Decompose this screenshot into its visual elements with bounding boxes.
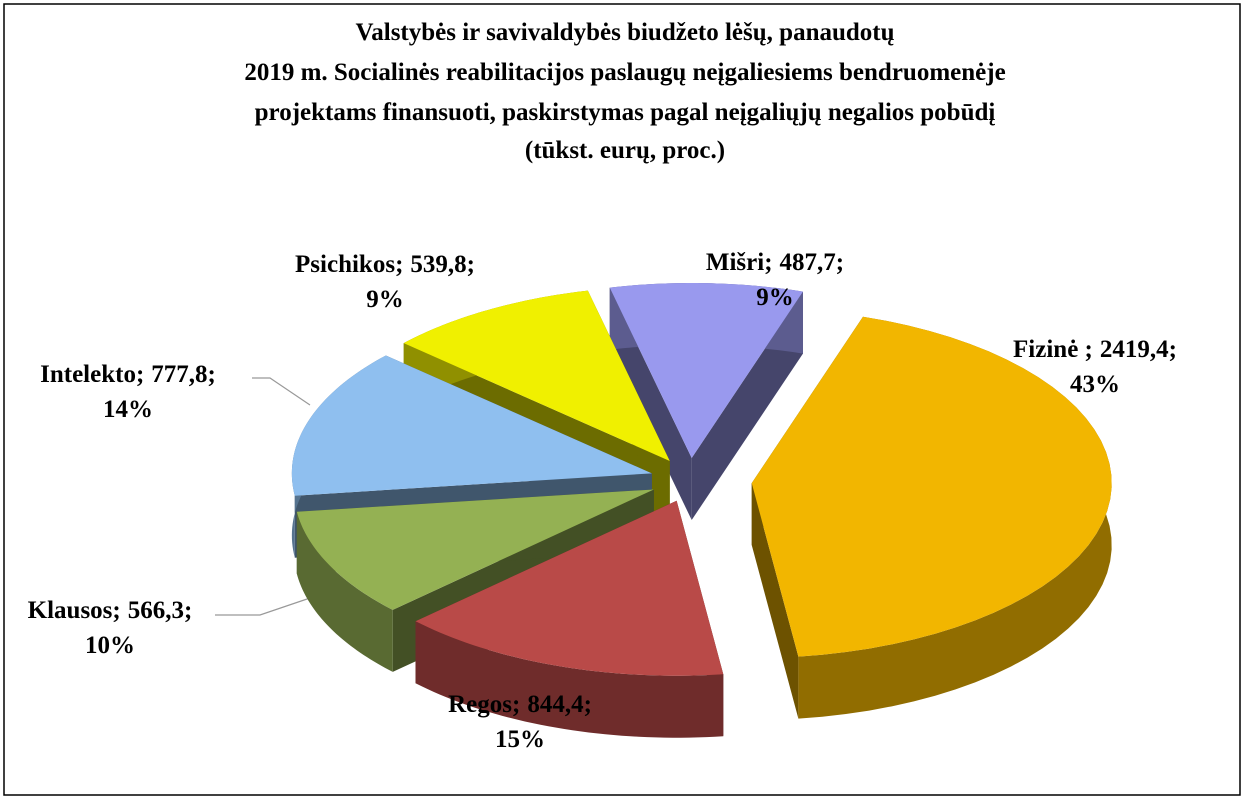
label-category: Fizinė: [1013, 336, 1085, 363]
label-separator: ;: [208, 361, 216, 388]
data-label-percent: 14%: [103, 396, 153, 423]
label-value: 2419,4: [1100, 336, 1169, 363]
pie-slice: [609, 283, 803, 521]
slice-top: [751, 316, 1112, 657]
slice-top: [403, 290, 670, 462]
leader-line: [215, 597, 311, 616]
label-value: 844,4: [527, 691, 584, 718]
data-label: Intelekto; 777,8;: [40, 361, 216, 388]
pie-slice: [415, 500, 724, 738]
slice-top: [415, 500, 724, 676]
slice-side: [296, 511, 393, 672]
data-label-percent: 10%: [85, 632, 135, 659]
data-label: Klausos; 566,3;: [28, 597, 193, 624]
data-label: Psichikos; 539,8;: [295, 251, 475, 278]
data-label: Fizinė ; 2419,4;: [1013, 336, 1177, 363]
label-separator: ;: [136, 361, 144, 388]
chart-title: 2019 m. Socialinės reabilitacijos paslau…: [244, 59, 1005, 86]
label-value: 566,3: [128, 597, 184, 624]
slice-top: [291, 355, 652, 496]
label-separator: ;: [764, 249, 772, 276]
leader-line: [252, 377, 311, 406]
data-label: Regos; 844,4;: [448, 691, 592, 718]
label-separator: ;: [1085, 336, 1093, 363]
data-label: Mišri; 487,7;: [706, 249, 844, 276]
chart-title: projektams finansuoti, paskirstymas paga…: [255, 99, 996, 126]
label-value: 777,8: [151, 361, 207, 388]
pie-slice: [751, 316, 1112, 719]
data-label-percent: 43%: [1070, 371, 1120, 398]
label-category: Intelekto: [40, 361, 136, 388]
slice-side: [415, 621, 724, 738]
label-separator: ;: [1169, 336, 1177, 363]
label-separator: ;: [584, 691, 592, 718]
label-category: Psichikos: [295, 251, 395, 278]
label-category: Mišri: [706, 249, 764, 276]
chart-title: (tūkst. eurų, proc.): [525, 137, 725, 164]
chart-title: Valstybės ir savivaldybės biudžeto lėšų,…: [355, 19, 894, 46]
label-category: Regos: [448, 691, 512, 718]
label-separator: ;: [512, 691, 520, 718]
data-label-percent: 15%: [495, 726, 545, 753]
label-separator: ;: [395, 251, 403, 278]
slice-wall: [751, 483, 799, 719]
label-category: Klausos: [28, 597, 113, 624]
label-value: 539,8: [410, 251, 466, 278]
label-value: 487,7: [780, 249, 836, 276]
slice-top: [609, 283, 803, 459]
data-label-percent: 9%: [366, 286, 404, 313]
label-separator: ;: [467, 251, 475, 278]
label-separator: ;: [112, 597, 120, 624]
label-separator: ;: [184, 597, 192, 624]
label-separator: ;: [836, 249, 844, 276]
data-label-percent: 9%: [756, 284, 794, 311]
slice-top: [296, 489, 654, 610]
